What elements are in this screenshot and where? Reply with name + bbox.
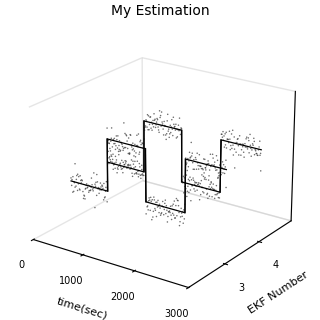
Y-axis label: EKF Number: EKF Number xyxy=(247,270,310,316)
Title: My Estimation: My Estimation xyxy=(111,4,209,18)
X-axis label: time(sec): time(sec) xyxy=(55,296,109,320)
